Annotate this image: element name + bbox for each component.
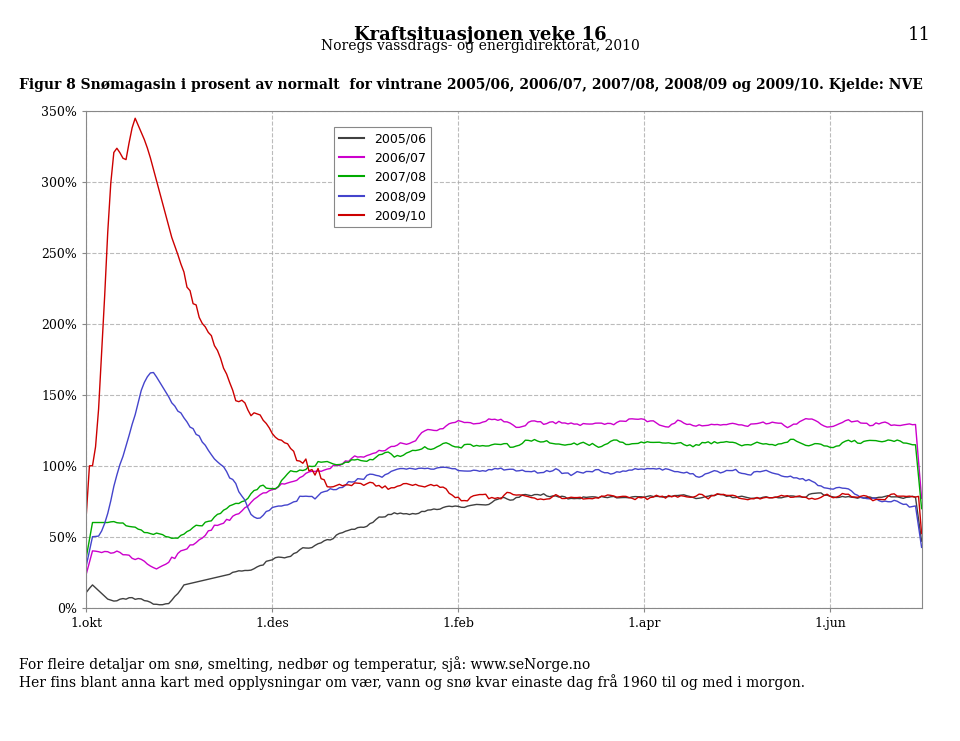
2009/10 <box>605 491 616 499</box>
2009/10 <box>81 508 92 517</box>
Legend: 2005/06, 2006/07, 2007/08, 2008/09, 2009/10: 2005/06, 2006/07, 2007/08, 2008/09, 2009… <box>334 127 431 227</box>
2005/06 <box>916 536 927 545</box>
2009/10 <box>130 114 141 123</box>
2008/09 <box>666 466 678 475</box>
2009/10 <box>278 438 290 447</box>
Line: 2009/10: 2009/10 <box>86 119 922 534</box>
Line: 2006/07: 2006/07 <box>86 419 922 574</box>
2009/10 <box>584 494 595 503</box>
2006/07 <box>581 419 592 428</box>
2008/09 <box>916 543 927 552</box>
2006/07 <box>662 422 674 431</box>
2006/07 <box>800 414 811 423</box>
2008/09 <box>364 470 375 479</box>
Line: 2005/06: 2005/06 <box>86 493 922 605</box>
2006/07 <box>276 479 287 488</box>
2008/09 <box>584 467 595 476</box>
2009/10 <box>364 478 375 487</box>
2006/07 <box>602 419 613 428</box>
Text: Her fins blant anna kart med opplysningar om vær, vann og snø kvar einaste dag f: Her fins blant anna kart med opplysninga… <box>19 674 805 690</box>
2005/06 <box>605 492 616 501</box>
2005/06 <box>278 554 290 562</box>
2007/08 <box>581 439 592 448</box>
Text: Figur 8 Snømagasin i prosent av normalt  for vintrane 2005/06, 2006/07, 2007/08,: Figur 8 Snømagasin i prosent av normalt … <box>19 78 924 92</box>
2008/09 <box>278 501 290 510</box>
Text: 11: 11 <box>908 26 931 44</box>
2007/08 <box>276 476 287 485</box>
2009/10 <box>547 492 559 501</box>
2006/07 <box>81 569 92 578</box>
Text: Kraftsituasjonen veke 16: Kraftsituasjonen veke 16 <box>353 26 607 44</box>
2005/06 <box>815 488 827 497</box>
2007/08 <box>916 504 927 513</box>
2009/10 <box>916 529 927 538</box>
2008/09 <box>547 466 559 475</box>
2005/06 <box>154 600 165 609</box>
2006/07 <box>916 494 927 503</box>
2008/09 <box>605 470 616 479</box>
2006/07 <box>361 451 372 460</box>
2008/09 <box>81 561 92 570</box>
Text: Noregs vassdrags- og energidirektorat, 2010: Noregs vassdrags- og energidirektorat, 2… <box>321 39 639 53</box>
2008/09 <box>148 368 159 377</box>
2005/06 <box>364 519 375 528</box>
2005/06 <box>547 491 559 500</box>
2005/06 <box>666 492 678 501</box>
2006/07 <box>544 418 556 427</box>
2005/06 <box>584 493 595 502</box>
2007/08 <box>81 552 92 561</box>
Text: For fleire detaljar om snø, smelting, nedbør og temperatur, sjå: www.seNorge.no: For fleire detaljar om snø, smelting, ne… <box>19 656 590 671</box>
2007/08 <box>662 439 674 448</box>
2009/10 <box>666 493 678 502</box>
Line: 2008/09: 2008/09 <box>86 373 922 565</box>
Line: 2007/08: 2007/08 <box>86 439 922 556</box>
2007/08 <box>602 439 613 448</box>
2005/06 <box>81 588 92 597</box>
2007/08 <box>361 457 372 466</box>
2007/08 <box>544 439 556 448</box>
2007/08 <box>784 435 796 444</box>
